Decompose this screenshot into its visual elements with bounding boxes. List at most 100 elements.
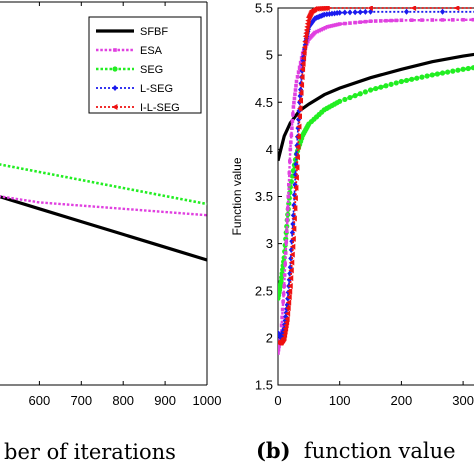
right-seg-marker <box>470 65 474 71</box>
right-esa-marker <box>282 284 286 288</box>
right-y-tick-label: 4 <box>266 142 273 157</box>
right-l-seg-marker <box>439 8 446 15</box>
right-l-seg-marker <box>331 10 338 17</box>
right-chart: 1.522.533.544.555.5010020030040Function … <box>230 1 474 408</box>
right-x-tick-label: 300 <box>452 393 474 408</box>
right-esa-marker <box>451 18 455 22</box>
right-esa-marker <box>278 344 281 349</box>
right-i-l-seg-marker <box>294 164 300 171</box>
right-l-seg-marker <box>357 9 363 16</box>
right-esa-marker <box>284 229 289 233</box>
right-esa-marker <box>283 251 288 255</box>
right-i-l-seg-marker <box>295 133 301 140</box>
right-l-seg-marker <box>297 92 303 99</box>
right-seg-marker <box>455 67 461 73</box>
left-x-tick-label: 800 <box>112 393 134 408</box>
left-x-tick-label: 900 <box>154 393 176 408</box>
right-l-seg-marker <box>321 11 327 18</box>
right-esa-marker <box>329 24 334 28</box>
right-seg-marker <box>419 74 425 80</box>
right-esa-marker <box>321 26 326 31</box>
right-esa-marker <box>288 159 292 163</box>
right-i-l-seg-marker <box>292 195 298 202</box>
left-chart: 600 700 800 900 1000 SFBF ESA SEG L-SEG I-L-SEG <box>0 1 221 408</box>
right-i-l-seg-marker <box>288 259 295 266</box>
right-i-l-seg-marker <box>287 283 293 290</box>
right-i-l-seg-marker <box>284 316 290 323</box>
right-esa-marker <box>289 133 294 138</box>
right-i-l-seg-marker <box>453 6 460 11</box>
right-esa-marker <box>281 299 285 304</box>
right-esa-marker <box>297 65 302 70</box>
right-esa-marker <box>286 194 291 199</box>
left-series-sfbf <box>0 195 208 262</box>
right-i-l-seg-marker <box>299 66 306 73</box>
right-esa-marker <box>280 315 284 320</box>
right-esa-marker <box>323 25 328 30</box>
right-esa-marker <box>293 92 297 97</box>
right-i-l-seg-marker <box>286 288 293 295</box>
left-series-seg <box>0 163 208 206</box>
right-y-tick-label: 5 <box>266 48 273 63</box>
right-i-l-seg-marker <box>302 38 308 45</box>
right-esa-marker <box>279 323 284 328</box>
right-plot-area <box>278 6 474 355</box>
right-esa-marker <box>290 126 294 130</box>
right-l-seg-marker <box>362 8 369 15</box>
right-seg-marker <box>373 85 379 92</box>
legend-label-sfbf: SFBF <box>140 26 168 38</box>
right-esa-marker <box>286 182 291 187</box>
left-x-tick-label: 700 <box>70 393 92 408</box>
right-esa-marker <box>293 88 298 92</box>
right-y-tick-label: 5.5 <box>255 1 273 16</box>
right-l-seg-marker <box>288 246 294 253</box>
right-esa-marker <box>319 27 323 32</box>
right-caption-text: function value <box>303 439 456 463</box>
right-i-l-seg-marker <box>293 174 299 181</box>
right-esa-marker <box>440 18 445 22</box>
right-series-sfbf <box>278 52 474 162</box>
right-l-seg-marker <box>293 161 299 168</box>
right-line-sfbf <box>278 52 474 162</box>
right-seg-marker <box>434 71 440 77</box>
legend-esa-marker <box>113 48 117 52</box>
right-seg-marker <box>403 77 410 84</box>
right-plot-frame <box>277 7 474 386</box>
right-seg-marker <box>367 87 374 93</box>
right-i-l-seg-marker <box>296 123 302 130</box>
right-esa-marker <box>343 21 347 26</box>
right-esa-marker <box>430 18 435 22</box>
right-l-seg-marker <box>283 313 289 320</box>
left-x-tick-label: 600 <box>29 393 51 408</box>
right-l-seg-marker <box>329 10 335 17</box>
right-esa-marker <box>399 18 404 23</box>
right-esa-marker <box>384 18 388 23</box>
right-y-tick-label: 3.5 <box>255 189 273 204</box>
right-x-tick-label: 200 <box>391 393 413 408</box>
right-esa-marker <box>337 22 342 26</box>
right-i-l-seg-marker <box>288 267 294 274</box>
right-i-l-seg-marker <box>284 310 291 317</box>
right-seg-marker <box>383 83 389 89</box>
right-i-l-seg-marker <box>300 55 307 62</box>
right-l-seg-marker <box>290 212 297 219</box>
legend: SFBF ESA SEG L-SEG I-L-SEG <box>88 16 202 114</box>
right-y-tick-label: 2 <box>266 330 273 345</box>
right-series-i-l-seg <box>278 6 474 346</box>
right-i-l-seg-marker <box>290 235 296 242</box>
right-line-esa <box>278 18 474 354</box>
right-seg-marker <box>357 91 363 97</box>
right-seg-marker <box>460 66 466 72</box>
right-esa-marker <box>295 75 300 79</box>
right-i-l-seg-marker <box>291 205 298 212</box>
right-esa-marker <box>291 112 295 116</box>
right-esa-marker <box>331 23 336 28</box>
legend-i-l-seg-marker <box>112 104 118 110</box>
right-l-seg-marker <box>292 181 298 188</box>
right-seg-marker <box>409 76 415 82</box>
right-l-seg-marker <box>288 255 294 262</box>
right-esa-marker <box>278 347 281 352</box>
right-i-l-seg-marker <box>297 105 303 112</box>
right-i-l-seg-marker <box>300 60 306 67</box>
legend-label-i-l-seg: I-L-SEG <box>140 102 180 114</box>
